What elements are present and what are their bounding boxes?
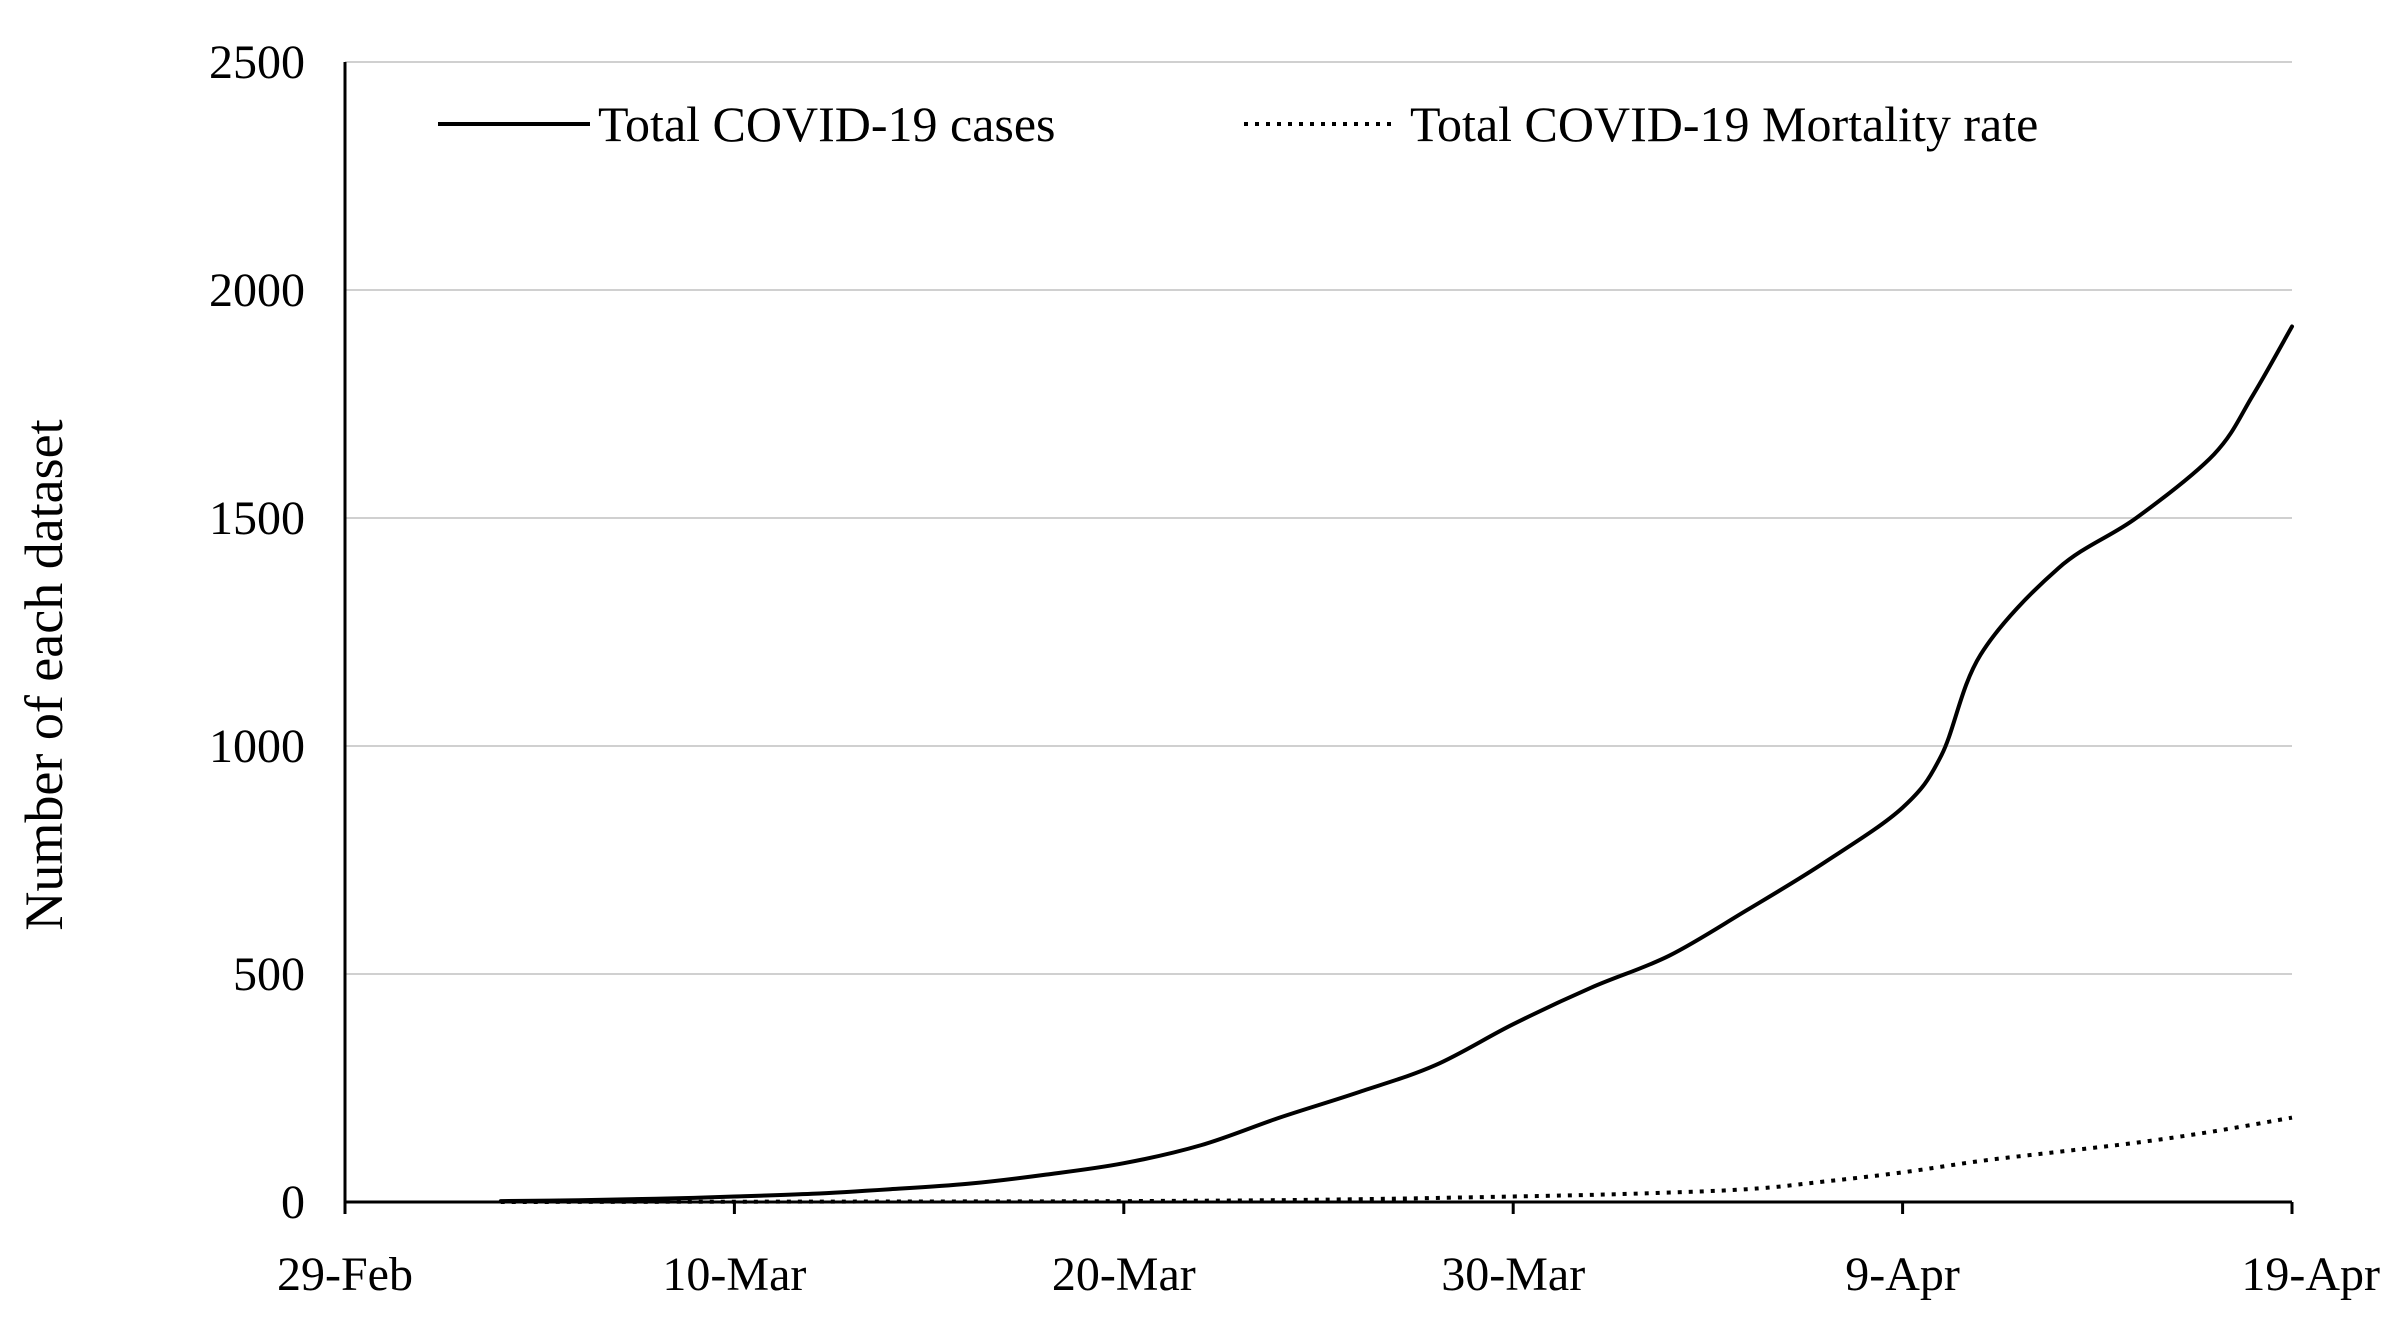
- axes: [343, 62, 2294, 1214]
- series-line-cases: [498, 324, 2294, 1204]
- x-tick-label: 20-Mar: [1052, 1248, 1196, 1301]
- y-tick-label: 2500: [209, 36, 305, 89]
- legend-label-cases: Total COVID-19 cases: [598, 96, 1056, 152]
- x-tick-label: 30-Mar: [1441, 1248, 1585, 1301]
- gridlines: [345, 61, 2292, 975]
- x-tick-label: 10-Mar: [662, 1248, 806, 1301]
- y-tick-label: 1000: [209, 720, 305, 773]
- y-tick-label: 2000: [209, 264, 305, 317]
- legend-label-mortality: Total COVID-19 Mortality rate: [1410, 96, 2038, 152]
- y-tick-label: 500: [233, 948, 305, 1001]
- y-axis-title: Number of each dataset: [14, 419, 74, 930]
- y-tick-labels: 0 500 1000 1500 2000 2500: [209, 36, 305, 1229]
- legend: Total COVID-19 cases Total COVID-19 Mort…: [438, 96, 2038, 152]
- series-line-mortality: [500, 1115, 2293, 1204]
- x-tick-labels: 29-Feb 10-Mar 20-Mar 30-Mar 9-Apr 19-Apr: [277, 1248, 2380, 1301]
- x-tick-label: 19-Apr: [2241, 1248, 2380, 1301]
- x-tick-label: 29-Feb: [277, 1248, 413, 1301]
- y-tick-label: 1500: [209, 492, 305, 545]
- series-lines: [498, 324, 2294, 1204]
- y-tick-label: 0: [281, 1176, 305, 1229]
- x-tick-label: 9-Apr: [1845, 1248, 1960, 1301]
